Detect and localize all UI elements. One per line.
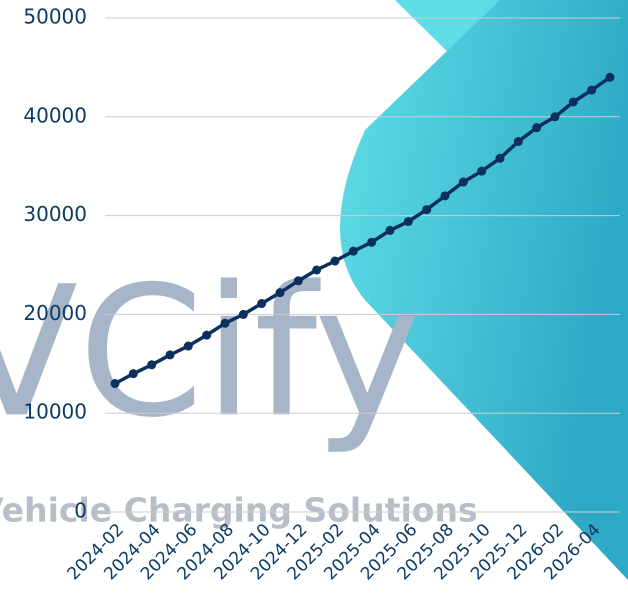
point bbox=[312, 265, 322, 275]
watermark-subtitle: Vehicle Charging Solutions bbox=[0, 491, 478, 530]
y-tick-label: 0 bbox=[74, 499, 87, 523]
y-tick-label: 50000 bbox=[23, 5, 87, 29]
point bbox=[110, 379, 120, 389]
point bbox=[385, 225, 395, 235]
point bbox=[348, 246, 358, 256]
point bbox=[568, 97, 578, 107]
y-tick-label: 20000 bbox=[23, 301, 87, 325]
point bbox=[238, 309, 248, 319]
point bbox=[275, 288, 285, 298]
point bbox=[458, 177, 468, 187]
point bbox=[367, 237, 377, 247]
point bbox=[422, 205, 432, 215]
point bbox=[513, 137, 523, 146]
point bbox=[128, 369, 138, 379]
y-tick-label: 30000 bbox=[23, 202, 87, 226]
point bbox=[183, 341, 193, 351]
watermark: VCify bbox=[0, 248, 421, 457]
point bbox=[605, 72, 615, 82]
point bbox=[403, 217, 413, 227]
point bbox=[165, 350, 175, 360]
point bbox=[495, 153, 505, 163]
point bbox=[202, 330, 212, 340]
point bbox=[587, 85, 597, 95]
point bbox=[293, 276, 303, 286]
y-tick-label: 40000 bbox=[23, 103, 87, 127]
point bbox=[220, 318, 230, 328]
point bbox=[257, 299, 267, 309]
point bbox=[477, 166, 487, 176]
point bbox=[440, 191, 450, 201]
line bbox=[114, 75, 612, 386]
bg-shape bbox=[340, 0, 628, 580]
point bbox=[330, 256, 340, 266]
point bbox=[550, 112, 560, 122]
point bbox=[532, 123, 542, 133]
point bbox=[147, 360, 157, 370]
y-tick-label: 10000 bbox=[23, 400, 87, 424]
